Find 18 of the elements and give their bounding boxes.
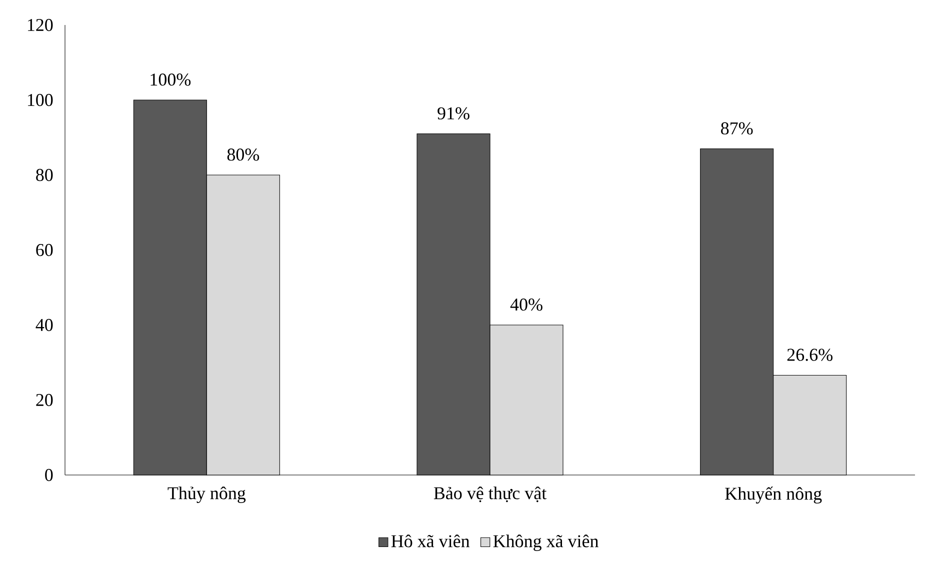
x-tick-label: Thủy nông xyxy=(168,486,246,504)
legend-label: Hô xã viên xyxy=(391,534,470,548)
data-label: 40% xyxy=(510,298,542,311)
y-tick-label: 120 xyxy=(28,18,53,32)
y-tick-label: 100 xyxy=(28,94,53,106)
data-label: 91% xyxy=(438,107,470,120)
y-tick-label: 60 xyxy=(36,244,53,256)
y-tick-label: 40 xyxy=(36,318,53,332)
x-tick-label: Bảo vệ thực vật xyxy=(434,486,547,502)
y-tick-label: 20 xyxy=(36,394,53,406)
data-label: 87% xyxy=(721,122,753,134)
data-label: 80% xyxy=(227,148,260,161)
legend-label: Không xã viên xyxy=(493,534,598,552)
data-label: 26.6% xyxy=(787,348,832,361)
y-tick-label: 0 xyxy=(45,468,53,482)
data-label: 100% xyxy=(150,74,191,86)
x-tick-label: Khuyến nông xyxy=(725,486,822,504)
y-tick-label: 80 xyxy=(36,168,53,182)
